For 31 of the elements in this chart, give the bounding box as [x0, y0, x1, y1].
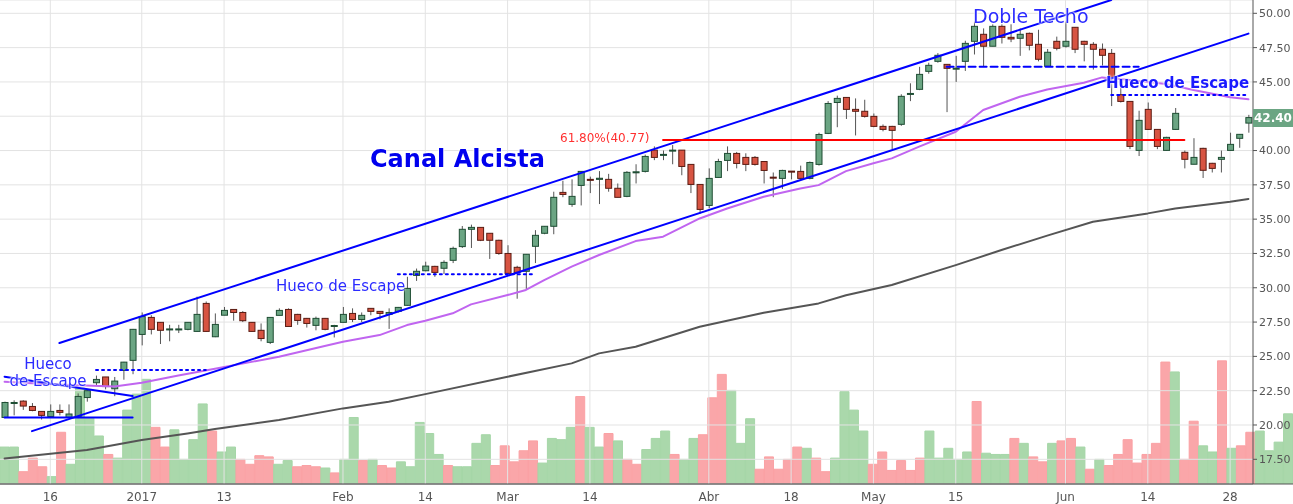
x-tick-label: 14	[1140, 489, 1156, 504]
x-tick-label: 15	[948, 489, 964, 504]
y-tick-label: 40.00	[1259, 144, 1291, 158]
x-tick-label: 14	[582, 489, 598, 504]
y-tick-label: 17.50	[1259, 453, 1291, 467]
annotation: 61.80%(40.77)	[560, 131, 651, 145]
y-tick-label: 20.00	[1259, 418, 1291, 432]
y-tick-label: 25.00	[1259, 350, 1291, 364]
x-tick-label: 16	[42, 489, 58, 504]
y-tick-label: 32.50	[1259, 247, 1291, 261]
y-tick-label: 30.00	[1259, 281, 1291, 295]
x-tick-label: Abr	[698, 489, 720, 504]
x-tick-label: Feb	[332, 489, 354, 504]
x-tick-label: Mar	[496, 489, 519, 504]
y-tick-label: 27.50	[1259, 315, 1291, 329]
y-tick-label: 50.00	[1259, 7, 1291, 21]
annotation: Hueco de Escape	[276, 277, 407, 295]
annotation: 42.40	[1253, 108, 1293, 127]
y-tick-label: 22.50	[1259, 384, 1291, 398]
x-tick-label: Jun	[1055, 489, 1075, 504]
annotation: Canal Alcista	[370, 144, 546, 174]
y-tick-label: 35.00	[1259, 213, 1291, 227]
x-tick-label: 28	[1222, 489, 1238, 504]
y-tick-label: 47.50	[1259, 41, 1291, 55]
x-tick-label: 14	[417, 489, 433, 504]
x-tick-label: 13	[216, 489, 232, 504]
x-tick-label: 2017	[126, 489, 158, 504]
x-tick-label: May	[861, 489, 886, 504]
y-tick-label: 45.00	[1259, 75, 1291, 89]
x-tick-label: 18	[783, 489, 799, 504]
y-tick-label: 37.50	[1259, 178, 1291, 192]
